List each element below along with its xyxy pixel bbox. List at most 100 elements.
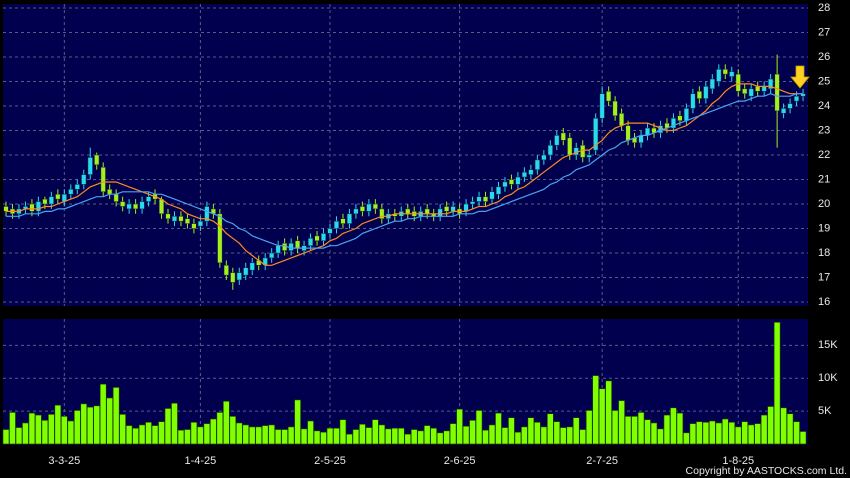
candle-body	[489, 191, 495, 200]
volume-bar	[385, 428, 392, 445]
candle-body	[541, 154, 547, 161]
volume-bar	[417, 430, 425, 445]
volume-bar	[430, 427, 437, 445]
candle-body	[521, 171, 527, 178]
candle-body	[158, 198, 165, 215]
candle-body	[249, 262, 255, 271]
candle-body	[340, 218, 346, 224]
volume-bar	[2, 429, 10, 445]
volume-bar	[488, 424, 496, 445]
volume-bar	[106, 397, 113, 445]
volume-bar	[255, 426, 263, 445]
candle-body	[113, 193, 119, 202]
moving-average-line	[6, 93, 803, 249]
volume-bar	[86, 406, 94, 445]
volume-bar	[210, 418, 217, 445]
candle-body	[567, 137, 573, 156]
candle-body	[593, 117, 599, 151]
volume-bar	[449, 423, 457, 445]
volume-bar	[689, 423, 697, 445]
candle-body	[450, 206, 456, 212]
candle-body	[495, 186, 502, 195]
volume-bar	[171, 402, 178, 445]
y-tick-label: 22	[818, 149, 830, 161]
candle-body	[139, 201, 145, 210]
candle-body	[761, 86, 767, 92]
candle-body	[482, 196, 489, 202]
volume-bar	[423, 425, 431, 445]
volume-bar	[715, 422, 723, 445]
candle-body	[787, 103, 793, 109]
volume-bar	[443, 430, 450, 445]
candle-body	[554, 135, 560, 146]
candle-body	[346, 213, 352, 224]
volume-bar	[559, 427, 567, 445]
volume-bar	[54, 404, 62, 445]
volume-bar	[754, 423, 761, 445]
candle-body	[625, 125, 631, 141]
volume-bar	[521, 426, 528, 445]
volume-bar	[780, 407, 787, 445]
candle-body	[327, 228, 333, 234]
volume-bar	[80, 403, 88, 445]
volume-bar	[145, 421, 152, 445]
volume-bar	[73, 410, 81, 445]
volume-bar	[35, 414, 42, 445]
volume-bar	[534, 421, 541, 445]
candle-body	[696, 91, 702, 99]
volume-bar	[229, 416, 237, 445]
candle-body	[794, 95, 800, 102]
volume-bar	[683, 432, 690, 445]
candle-body	[308, 238, 314, 246]
volume-bar	[572, 417, 580, 445]
candle-body	[165, 213, 171, 219]
candle-body	[126, 203, 132, 210]
y-tick-label: 26	[818, 51, 830, 63]
candle-body	[353, 208, 359, 215]
volume-bar	[767, 406, 774, 445]
copyright: Copyright by AASTOCKS.com Ltd.	[686, 465, 847, 477]
volume-bar	[702, 421, 710, 445]
candle-body	[133, 203, 139, 210]
volume-bar	[184, 429, 191, 445]
candle-body	[722, 68, 728, 75]
candle-body	[534, 159, 540, 170]
volume-bar	[242, 424, 250, 445]
volume-bar	[462, 425, 470, 445]
candle-body	[619, 113, 625, 126]
candle-body	[379, 208, 385, 219]
candle-body	[68, 189, 74, 195]
candle-body	[275, 245, 281, 254]
volume-bar	[404, 433, 412, 445]
volume-bar	[307, 420, 314, 445]
y-tick-label: 24	[818, 100, 830, 112]
volume-bar	[469, 420, 476, 445]
volume-bar	[624, 416, 632, 445]
volume-bar	[514, 431, 522, 445]
volume-bar	[592, 375, 599, 445]
candle-body	[508, 179, 514, 185]
x-tick-label: 2-7-25	[586, 455, 618, 467]
candle-body	[774, 73, 780, 112]
candle-body	[716, 68, 722, 82]
candle-body	[606, 91, 612, 102]
candle-body	[48, 196, 54, 205]
candle-body	[742, 88, 748, 94]
candle-body	[586, 154, 592, 158]
volume-bar	[15, 427, 23, 445]
x-tick-label: 2-5-25	[314, 455, 346, 467]
candle-body	[107, 189, 113, 195]
volume-bar	[216, 412, 224, 445]
y-tick-label: 23	[818, 124, 830, 136]
volume-bar	[734, 426, 742, 445]
volume-bar	[67, 420, 75, 445]
volume-bar	[676, 412, 684, 445]
candle-body	[35, 201, 41, 212]
candle-body	[320, 233, 327, 242]
y-tick-label: 20	[818, 198, 830, 210]
candle-body	[599, 93, 605, 119]
volume-bar	[799, 431, 807, 445]
volume-bar	[547, 413, 554, 445]
volume-bar	[61, 416, 68, 445]
volume-bar	[728, 421, 736, 445]
